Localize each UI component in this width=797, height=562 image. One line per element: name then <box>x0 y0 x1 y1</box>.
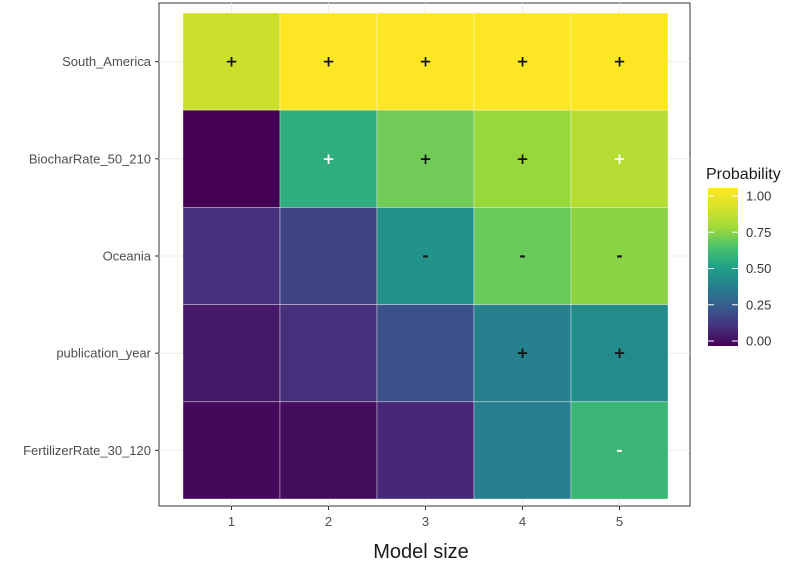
heatmap-tile <box>570 304 669 403</box>
heatmap-tile <box>279 401 378 500</box>
heatmap-tile <box>376 109 475 208</box>
y-axis: South_America BiocharRate_50_210 Oceania pu… <box>23 54 159 458</box>
sign-marker: + <box>322 150 335 168</box>
heatmap-tile <box>279 12 378 111</box>
heatmap-tile <box>376 401 475 500</box>
legend-tick-label: 0.25 <box>746 297 771 312</box>
x-axis-title: Model size <box>373 541 469 562</box>
colorbar <box>708 188 738 346</box>
sign-marker: - <box>616 247 622 265</box>
heatmap-tile <box>473 12 572 111</box>
heatmap-tile <box>570 206 669 305</box>
heatmap-tile <box>182 401 281 500</box>
heatmap-tile <box>182 12 281 111</box>
heatmap-tile <box>182 304 281 403</box>
legend-title: Probability <box>706 166 781 183</box>
heatmap-tile <box>376 206 475 305</box>
sign-marker: - <box>422 247 428 265</box>
heatmap-tile <box>279 206 378 305</box>
heatmap-tiles <box>182 12 669 500</box>
heatmap-tile <box>473 206 572 305</box>
sign-marker: - <box>519 247 525 265</box>
y-tick-label: BiocharRate_50_210 <box>29 151 151 166</box>
heatmap-tile <box>473 401 572 500</box>
x-tick-label: 2 <box>325 514 332 529</box>
heatmap-tile <box>182 109 281 208</box>
sign-marker: - <box>616 441 622 459</box>
sign-marker: + <box>516 150 529 168</box>
legend: Probability 1.00 0.75 0.50 0.25 0.00 <box>706 166 781 349</box>
sign-marker: + <box>419 150 432 168</box>
y-tick-label: Oceania <box>103 249 152 264</box>
x-tick-label: 1 <box>228 514 235 529</box>
x-tick-label: 3 <box>422 514 429 529</box>
sign-marker: + <box>322 53 335 71</box>
sign-marker: + <box>613 150 626 168</box>
y-tick-label: FertilizerRate_30_120 <box>23 443 151 458</box>
sign-marker: + <box>419 53 432 71</box>
sign-marker: + <box>613 344 626 362</box>
legend-tick-label: 0.50 <box>746 261 771 276</box>
y-tick-label: South_America <box>62 54 152 69</box>
heatmap-tile <box>376 304 475 403</box>
sign-marker: + <box>516 344 529 362</box>
heatmap-tile <box>570 401 669 500</box>
legend-tick-label: 0.00 <box>746 334 771 349</box>
sign-marker: + <box>516 53 529 71</box>
legend-tick-label: 0.75 <box>746 225 771 240</box>
sign-marker: + <box>225 53 238 71</box>
legend-tick-label: 1.00 <box>746 189 771 204</box>
x-axis: 1 2 3 4 5 <box>228 506 623 529</box>
heatmap-tile <box>570 109 669 208</box>
x-tick-label: 4 <box>519 514 526 529</box>
heatmap-tile <box>182 206 281 305</box>
heatmap-tile <box>473 109 572 208</box>
sign-markers: + + + + + + + + + - - - + + - <box>225 53 626 460</box>
heatmap-tile <box>473 304 572 403</box>
y-tick-label: publication_year <box>56 346 151 361</box>
x-tick-label: 5 <box>616 514 623 529</box>
sign-marker: + <box>613 53 626 71</box>
heatmap-tile <box>279 304 378 403</box>
